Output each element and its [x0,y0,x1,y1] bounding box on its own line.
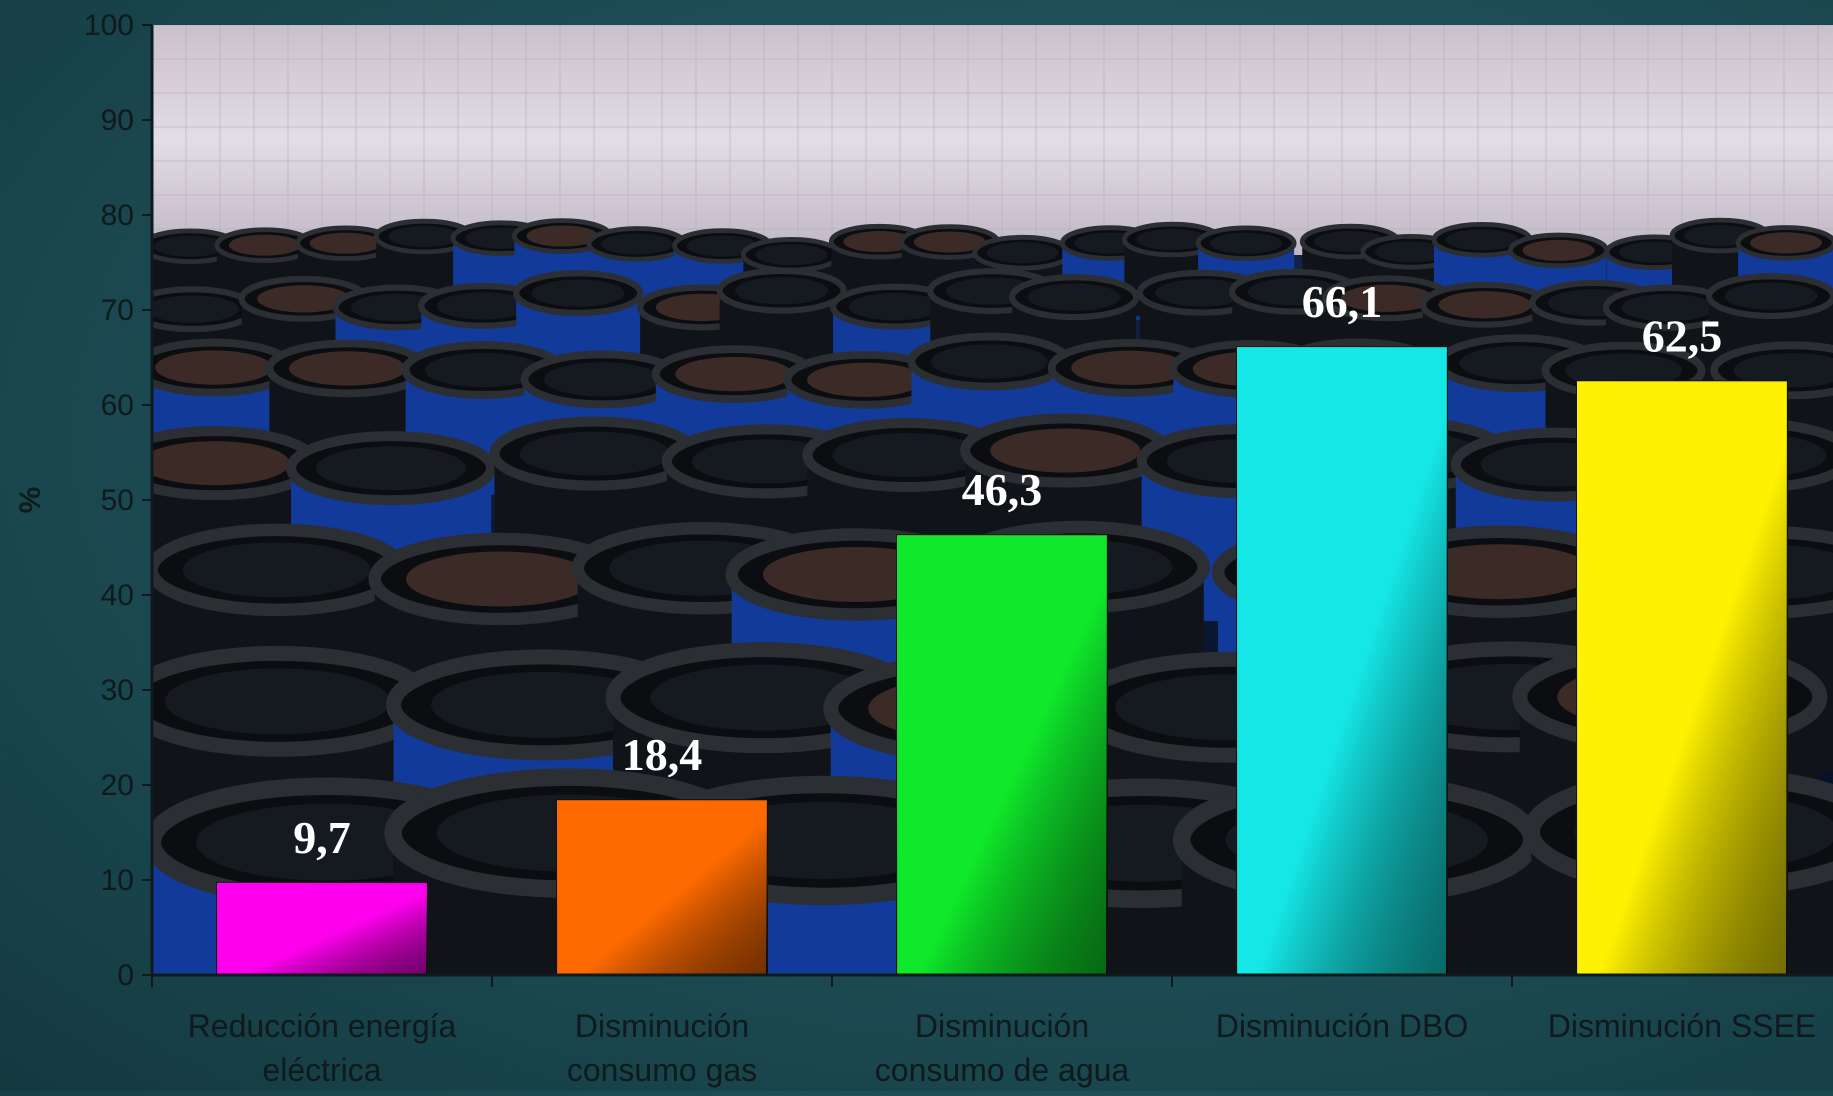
y-tick-label-90: 90 [101,104,134,137]
y-tick-label-70: 70 [101,294,134,327]
y-tick-label-100: 100 [84,9,134,42]
bar-shade-0 [217,882,427,975]
plot-background-photo [152,25,1833,975]
y-tick-label-60: 60 [101,389,134,422]
bar-shade-2 [897,535,1107,975]
category-label-1-1: consumo gas [567,1052,757,1088]
category-label-2-1: consumo de agua [875,1052,1130,1088]
category-label-3-0: Disminución DBO [1216,1008,1469,1044]
data-label-3: 66,1 [1302,276,1383,327]
category-label-0-1: eléctrica [262,1052,381,1088]
bar-shade-3 [1237,347,1447,975]
y-tick-label-0: 0 [117,959,134,992]
data-label-0: 9,7 [293,812,351,863]
data-label-1: 18,4 [622,729,703,780]
bars-group [216,346,1788,977]
data-label-2: 46,3 [962,464,1043,515]
bar-shade-1 [557,800,767,975]
y-tick-label-50: 50 [101,484,134,517]
category-label-1-0: Disminución [575,1008,749,1044]
y-tick-label-30: 30 [101,674,134,707]
y-tick-label-40: 40 [101,579,134,612]
labels-group: 9,7 Reducción energía eléctrica 18,4 Disminu… [188,276,1817,1088]
category-label-4-0: Disminución SSEE [1548,1008,1817,1044]
data-label-4: 62,5 [1642,310,1723,361]
y-axis-label: % [14,487,47,514]
category-label-2-0: Disminución [915,1008,1089,1044]
y-tick-label-80: 80 [101,199,134,232]
category-label-0-0: Reducción energía [188,1008,457,1044]
axes-group: 0 10 20 30 40 50 60 70 80 90 100% [14,9,1833,992]
y-tick-label-10: 10 [101,864,134,897]
y-tick-label-20: 20 [101,769,134,802]
photo-wall [152,25,1833,255]
bar-shade-4 [1577,381,1787,975]
